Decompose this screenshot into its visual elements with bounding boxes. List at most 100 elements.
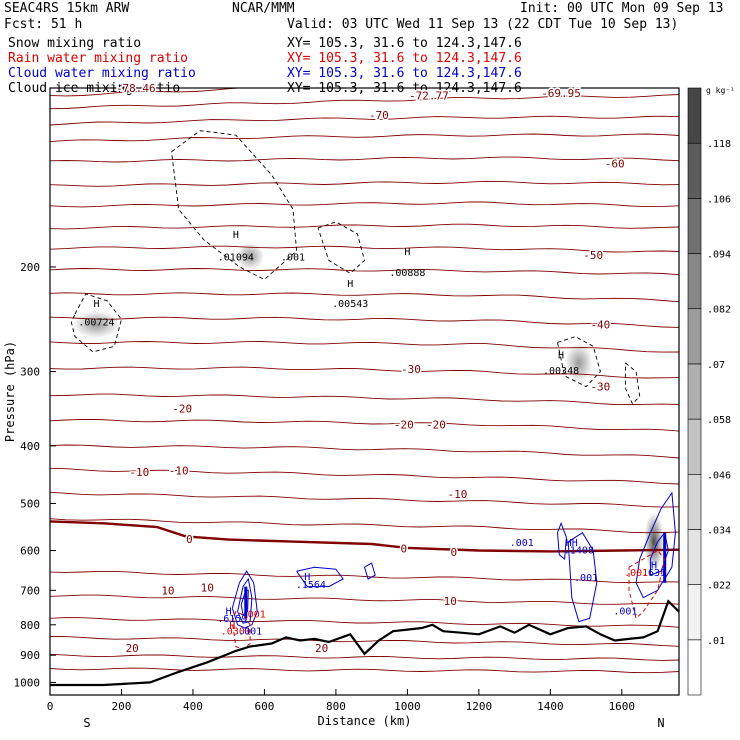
- field-maximum-label: .001: [510, 538, 534, 549]
- colorbar-swatch: [687, 198, 702, 254]
- field-maximum-label: .0301: [221, 627, 251, 638]
- isotherm-line: [50, 316, 679, 328]
- field-maximum-label: H: [233, 230, 239, 241]
- rain-contour: [231, 610, 251, 650]
- colorbar-label: .082: [707, 305, 731, 316]
- field-maximum-label: H: [404, 247, 410, 258]
- forecast-hour: Fcst: 51 h: [4, 17, 83, 32]
- isotherm-label: -72.77: [409, 90, 449, 103]
- field-maximum-label: .00724: [78, 317, 114, 328]
- isotherm-line: [50, 617, 679, 628]
- isotherm-label: -69.95: [541, 87, 581, 100]
- field-label-rain: Rain water mixing ratio: [8, 51, 189, 66]
- x-tick-label: 0: [47, 700, 54, 713]
- isotherm-label: -20: [172, 402, 192, 415]
- rain-contour: [628, 549, 666, 620]
- x-tick-label: 600: [254, 700, 274, 713]
- cloud-water-contour: [231, 570, 258, 629]
- isotherm-label: -60: [605, 158, 625, 171]
- y-tick-label: 700: [20, 584, 40, 597]
- cloud-water-contour: [635, 491, 676, 599]
- field-maximum-label: H: [558, 351, 564, 362]
- isotherm-label: 10: [444, 595, 457, 608]
- colorbar-swatch: [687, 639, 702, 696]
- colorbar-swatch: [687, 253, 702, 310]
- y-axis-label: Pressure (hPa): [3, 341, 17, 442]
- isotherm-line: [50, 341, 679, 353]
- y-tick-label: 1000: [14, 676, 41, 689]
- isotherm-line: [50, 88, 316, 97]
- field-maximum-label: .001: [238, 627, 262, 638]
- isotherm-line: [50, 268, 679, 276]
- colorbar-unit: g kg⁻¹: [706, 86, 735, 95]
- cloud-water-contour: [567, 532, 598, 623]
- isotherm-line: [50, 245, 679, 253]
- field-maximum-label: .001: [281, 252, 305, 263]
- field-maximum-label: .631: [642, 568, 666, 579]
- cloud-water-contour: [557, 521, 567, 560]
- isotherm-label: -78.46: [116, 82, 156, 95]
- y-tick-label: 900: [20, 649, 40, 662]
- plot-area: [50, 88, 679, 687]
- field-label-cloud-water: Cloud water mixing ratio: [8, 66, 196, 81]
- field-maximum-label: HH: [566, 538, 578, 549]
- isotherm-line: [50, 570, 679, 584]
- shaded-maximum: [236, 242, 265, 271]
- isotherm-line: [50, 594, 679, 605]
- field-maximum-label: H: [229, 621, 235, 632]
- x-tick-label: 400: [183, 700, 203, 713]
- isotherm-label: 0: [401, 542, 408, 555]
- north-end-label: N: [657, 716, 664, 730]
- colorbar-swatch: [687, 418, 702, 475]
- isotherm-label: 10: [201, 582, 214, 595]
- colorbar-label: .118: [707, 139, 731, 150]
- isotherm-label: -10: [169, 464, 189, 477]
- freezing-level-line: [50, 520, 679, 553]
- colorbar-swatch: [687, 363, 702, 420]
- isotherm-line: [50, 444, 679, 459]
- y-tick-label: 500: [20, 497, 40, 510]
- isotherm-label: -10: [447, 488, 467, 501]
- isotherm-label: 20: [126, 642, 139, 655]
- isotherm-label: 20: [315, 642, 328, 655]
- field-maximum-label: H: [226, 607, 232, 618]
- x-tick-label: 1600: [609, 700, 636, 713]
- colorbar-swatch: [687, 473, 702, 530]
- y-tick-label: 200: [20, 261, 40, 274]
- field-maximum-label: H: [347, 279, 353, 290]
- isotherm-line: [50, 393, 679, 406]
- shaded-maximum: [564, 342, 593, 383]
- colorbar-swatch: [687, 87, 702, 144]
- snow-ice-contour: [317, 221, 366, 274]
- field-maximum-label: .001: [624, 568, 648, 579]
- south-end-label: S: [83, 716, 90, 730]
- isotherm-label: -40: [590, 319, 610, 332]
- isotherm-line: [50, 636, 679, 647]
- isotherm-label: -20: [426, 418, 446, 431]
- x-tick-label: 800: [326, 700, 346, 713]
- contour-labels: -78.46-70-72.77 -69.95-60-50-40-30-30-20-…: [78, 81, 666, 657]
- field-xy-rain: XY= 105.3, 31.6 to 124.3,147.6: [287, 51, 522, 66]
- field-maximum-label: .6159: [217, 614, 247, 625]
- field-maximum-label: H: [304, 572, 310, 583]
- isotherm-line: [50, 366, 679, 379]
- isotherm-line: [50, 292, 679, 303]
- colorbar-label: .034: [707, 525, 731, 536]
- colorbar-label: .07: [707, 360, 725, 371]
- isotherm-line: [50, 223, 679, 230]
- plot-frame: [49, 87, 680, 696]
- field-maximum-label: .001: [242, 609, 266, 620]
- field-label-snow: Snow mixing ratio: [8, 36, 142, 51]
- field-xy-snow: XY= 105.3, 31.6 to 124.3,147.6: [287, 36, 522, 51]
- field-maximum-label: .001: [574, 573, 598, 584]
- terrain-line: [50, 599, 679, 687]
- cloud-water-contour: [364, 562, 376, 580]
- snow-ice-contour: [70, 293, 122, 353]
- x-tick-label: 200: [112, 700, 132, 713]
- isotherm-line: [50, 491, 679, 508]
- colorbar-swatch: [687, 529, 702, 585]
- isotherm-line: [50, 653, 679, 661]
- org-label: NCAR/MMM: [232, 1, 295, 16]
- isotherm-label: 10: [161, 584, 174, 597]
